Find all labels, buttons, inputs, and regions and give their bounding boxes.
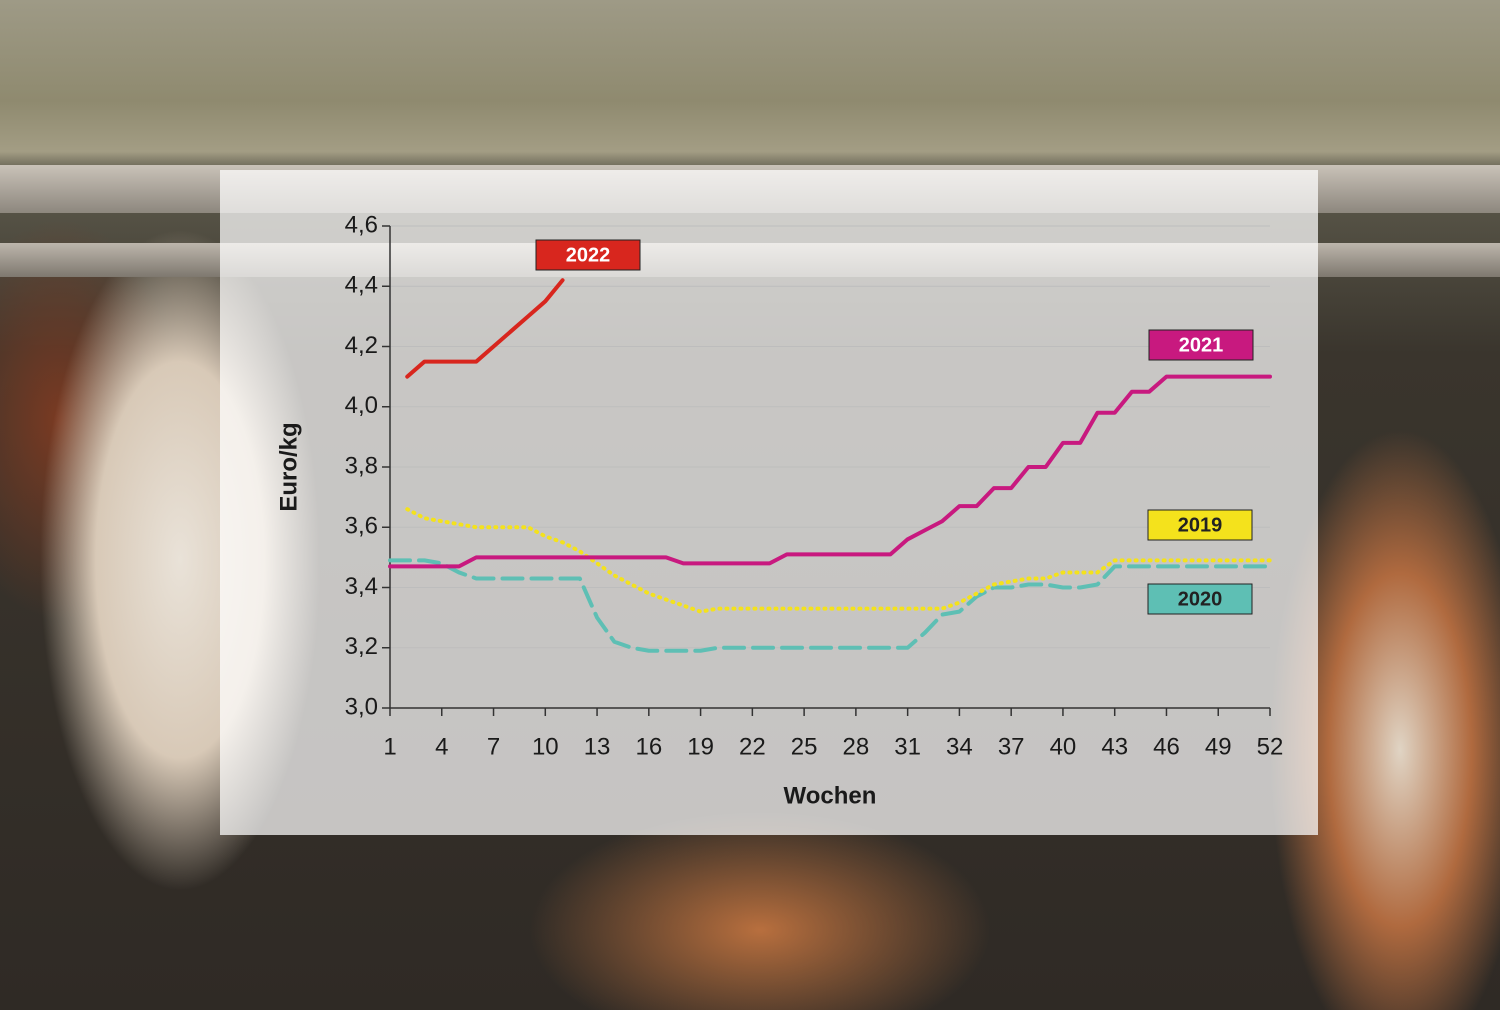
x-tick-label: 16 <box>635 733 662 760</box>
legend-box <box>535 239 641 271</box>
series-line <box>388 374 1272 569</box>
legend-label: 2019 <box>1178 514 1223 536</box>
y-tick-label: 3,0 <box>345 693 378 720</box>
series-line <box>405 507 1272 614</box>
legend-box <box>1147 583 1253 615</box>
y-tick-label: 4,0 <box>345 392 378 419</box>
y-tick-label: 4,2 <box>345 332 378 359</box>
x-tick-label: 19 <box>687 733 714 760</box>
x-tick-label: 52 <box>1257 733 1284 760</box>
y-tick-label: 4,4 <box>345 272 378 299</box>
x-tick-label: 37 <box>998 733 1025 760</box>
series-line <box>388 558 1272 653</box>
x-axis-title: Wochen <box>784 782 877 809</box>
legend-box <box>1147 509 1253 541</box>
legend-label: 2021 <box>1179 334 1224 356</box>
x-tick-label: 40 <box>1050 733 1077 760</box>
x-tick-label: 22 <box>739 733 766 760</box>
x-tick-label: 10 <box>532 733 559 760</box>
y-axis-title: Euro/kg <box>275 422 302 511</box>
x-tick-label: 7 <box>487 733 500 760</box>
x-tick-label: 34 <box>946 733 973 760</box>
x-tick-label: 4 <box>435 733 448 760</box>
y-tick-label: 3,2 <box>345 633 378 660</box>
y-tick-label: 3,6 <box>345 513 378 540</box>
legend-label: 2020 <box>1178 588 1223 610</box>
legend-box <box>1148 329 1254 361</box>
legend-label: 2022 <box>566 244 611 266</box>
x-tick-label: 25 <box>791 733 818 760</box>
x-tick-label: 28 <box>843 733 870 760</box>
x-tick-label: 46 <box>1153 733 1180 760</box>
x-tick-label: 49 <box>1205 733 1232 760</box>
x-tick-label: 1 <box>383 733 396 760</box>
series-line <box>405 278 565 379</box>
y-tick-label: 4,6 <box>345 211 378 238</box>
x-tick-label: 31 <box>894 733 921 760</box>
y-tick-label: 3,8 <box>345 452 378 479</box>
x-tick-label: 13 <box>584 733 611 760</box>
chart-panel <box>220 170 1318 835</box>
x-tick-label: 43 <box>1101 733 1128 760</box>
y-tick-label: 3,4 <box>345 573 378 600</box>
